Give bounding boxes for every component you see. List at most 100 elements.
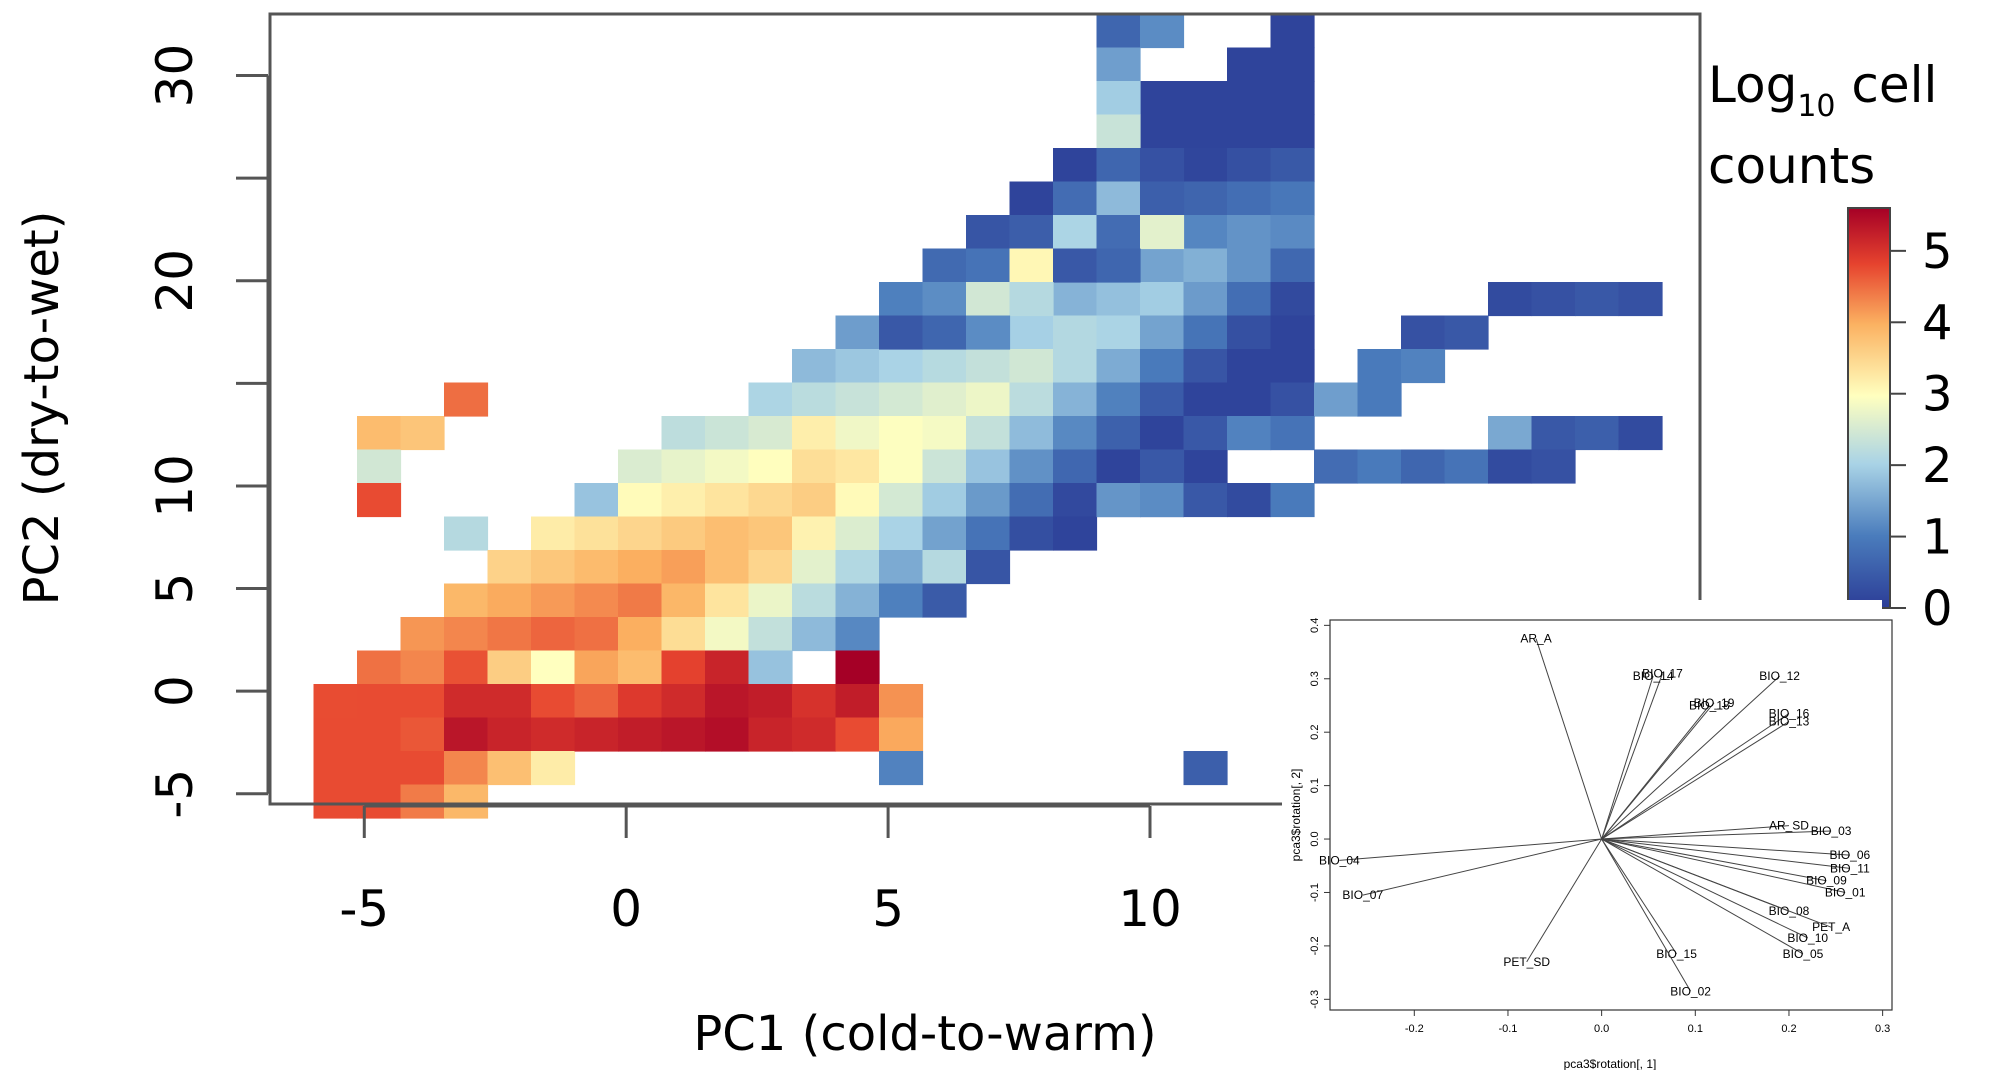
heatmap-cell <box>1096 483 1141 518</box>
heatmap-cell <box>487 583 532 618</box>
heatmap-cell <box>748 550 793 585</box>
inset-axes: -0.2 -0.1 0.0 0.1 0.2 0.3 -0.3 -0.2 -0.1 0.0 0.1 0.… <box>1309 618 1890 1035</box>
inset-y-tick-label: 0.3 <box>1309 671 1321 686</box>
heatmap-cell <box>1009 516 1054 551</box>
heatmap-cell <box>748 583 793 618</box>
heatmap-cell <box>1096 382 1141 417</box>
heatmap-cell <box>1140 382 1185 417</box>
heatmap-cell <box>357 449 402 484</box>
heatmap-cell <box>879 717 924 752</box>
heatmap-cell <box>748 416 793 451</box>
heatmap-cell <box>1096 248 1141 283</box>
inset-vector-line <box>1601 838 1808 939</box>
heatmap-cell <box>1140 315 1185 350</box>
inset-vector-label: BIO_06 <box>1829 848 1870 862</box>
heatmap-cell <box>966 483 1011 518</box>
heatmap-cell <box>1096 449 1141 484</box>
heatmap-cell <box>1270 349 1315 384</box>
heatmap-cell <box>1009 349 1054 384</box>
heatmap-cell <box>661 583 706 618</box>
inset-vector-line <box>1601 705 1710 840</box>
heatmap-cell <box>1270 148 1315 183</box>
heatmap-cell <box>1183 282 1228 317</box>
heatmap-cell <box>1053 181 1098 216</box>
heatmap-y-tick-label: 10 <box>146 454 204 518</box>
inset-vector-line <box>1601 838 1692 992</box>
heatmap-cell <box>1531 282 1576 317</box>
heatmap-cell <box>1270 416 1315 451</box>
colorbar-title-line2: counts <box>1708 137 1875 195</box>
heatmap-cell <box>357 717 402 752</box>
heatmap-cell <box>531 751 576 786</box>
heatmap-cell <box>357 684 402 719</box>
heatmap-cell <box>705 483 750 518</box>
inset-y-tick-label: 0.1 <box>1309 778 1321 793</box>
heatmap-cell <box>444 617 489 652</box>
heatmap-x-tick-label: -5 <box>339 880 389 938</box>
heatmap-cell <box>1096 47 1141 82</box>
heatmap-cell <box>1053 148 1098 183</box>
heatmap-cell <box>618 550 663 585</box>
inset-vector-line <box>1601 825 1790 840</box>
heatmap-cell <box>1140 181 1185 216</box>
heatmap-cell <box>661 684 706 719</box>
heatmap-cell <box>1009 215 1054 250</box>
inset-y-tick-label: -0.1 <box>1309 883 1321 902</box>
heatmap-cell <box>313 784 358 819</box>
heatmap-cell <box>1140 282 1185 317</box>
heatmap-cell <box>922 248 967 283</box>
heatmap-cell <box>1053 349 1098 384</box>
heatmap-cell <box>661 449 706 484</box>
heatmap-cell <box>1401 349 1446 384</box>
heatmap-cell <box>444 382 489 417</box>
heatmap-cell <box>1183 148 1228 183</box>
heatmap-cell <box>922 516 967 551</box>
heatmap-cell <box>531 583 576 618</box>
heatmap-cell <box>879 349 924 384</box>
heatmap-cell <box>1183 81 1228 116</box>
colorbar-tick-label: 0 <box>1922 581 1953 637</box>
heatmap-cell <box>1270 382 1315 417</box>
heatmap-cell <box>1270 114 1315 149</box>
heatmap-cell <box>1227 416 1272 451</box>
inset-vector-label: BIO_13 <box>1769 715 1810 729</box>
heatmap-cell <box>705 617 750 652</box>
heatmap-cell <box>879 684 924 719</box>
inset-vector-line <box>1601 838 1804 955</box>
heatmap-cell <box>748 449 793 484</box>
heatmap-cell <box>879 282 924 317</box>
heatmap-cell <box>1270 47 1315 82</box>
heatmap-cell <box>705 416 750 451</box>
heatmap-cell <box>879 550 924 585</box>
inset-vector-label: BIO_10 <box>1787 931 1828 945</box>
heatmap-cell <box>400 617 445 652</box>
heatmap-cell <box>1227 81 1272 116</box>
heatmap-cell <box>1227 349 1272 384</box>
heatmap-x-axis: -5 0 5 10 <box>339 804 1182 938</box>
heatmap-cell <box>444 751 489 786</box>
heatmap-y-tick-label: 20 <box>146 249 204 313</box>
heatmap-y-tick-label: -5 <box>146 769 204 819</box>
heatmap-cell <box>400 416 445 451</box>
heatmap-cell <box>1183 449 1228 484</box>
heatmap-cell <box>1357 449 1402 484</box>
heatmap-y-axis-title: PC2 (dry-to-wet) <box>14 211 70 606</box>
heatmap-cell <box>792 382 837 417</box>
heatmap-cell <box>922 483 967 518</box>
inset-vector-line <box>1601 838 1850 856</box>
heatmap-cell <box>313 751 358 786</box>
heatmap-cell <box>879 483 924 518</box>
heatmap-cell <box>835 449 880 484</box>
heatmap-cell <box>1096 114 1141 149</box>
heatmap-cell <box>1618 282 1663 317</box>
heatmap-cell <box>835 382 880 417</box>
heatmap-y-tick-label: 0 <box>146 675 204 707</box>
inset-x-tick-label: 0.1 <box>1688 1023 1703 1035</box>
inset-vector-line <box>1601 675 1654 840</box>
heatmap-cell <box>1053 248 1098 283</box>
inset-vector-label: BIO_14 <box>1633 669 1674 683</box>
heatmap-cell <box>922 282 967 317</box>
heatmap-cell <box>618 717 663 752</box>
heatmap-cell <box>531 516 576 551</box>
